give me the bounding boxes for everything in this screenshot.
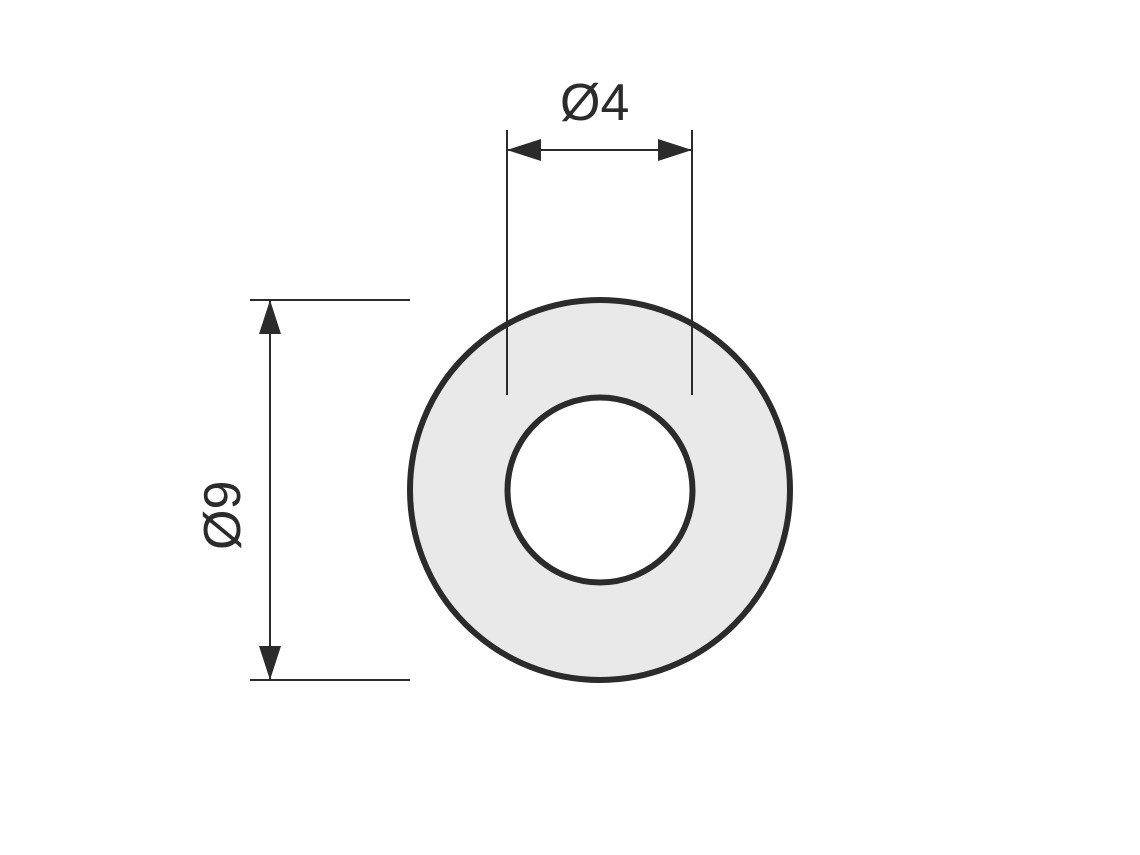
outer-diameter-label: Ø9 [194, 481, 252, 550]
inner-diameter-label: Ø4 [560, 74, 629, 132]
